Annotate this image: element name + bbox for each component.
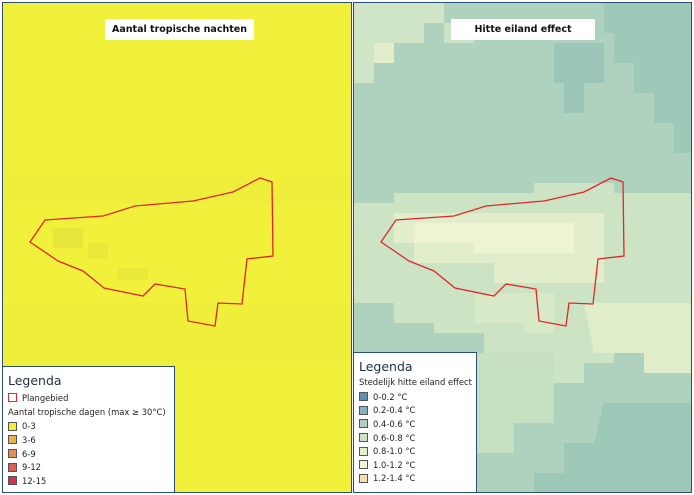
legend-label: 0-0.2 °C [373,391,408,402]
legend-label: 0.4-0.6 °C [373,418,416,429]
building-shadow [88,243,108,258]
legend-tropical-nights: Legenda Plangebied Aantal tropische dage… [3,366,175,492]
legend-label: 1.2-1.4 °C [373,473,416,484]
map-canvas-heat-island[interactable] [354,3,692,493]
map-panel-tropical-nights[interactable]: Aantal tropische nachten Legenda Plangeb… [2,2,352,493]
legend-subtitle: Stedelijk hitte eiland effect [359,377,472,387]
building-shadow [118,268,148,280]
map-title: Aantal tropische nachten [105,19,254,40]
legend-item: 0-0.2 °C [358,390,472,404]
legend-swatch [359,473,368,483]
legend-item: 12-15 [7,474,170,488]
raster-zone [534,403,691,492]
legend-item: 0.2-0.4 °C [358,404,472,418]
legend-item: 0-3 [7,420,170,434]
legend-swatch [8,449,17,459]
legend-label: 1.0-1.2 °C [373,459,416,470]
legend-swatch [8,476,17,486]
legend-heat-island: Legenda Stedelijk hitte eiland effect 0-… [354,352,477,492]
legend-swatch [359,419,368,429]
legend-swatch [359,433,368,443]
legend-swatch [359,405,368,415]
legend-label: 0.6-0.8 °C [373,432,416,443]
raster-zone [584,303,691,373]
legend-item: 1.0-1.2 °C [358,458,472,472]
legend-item: 3-6 [7,433,170,447]
legend-swatch [359,460,368,470]
legend-item: 0.6-0.8 °C [358,431,472,445]
legend-label: 12-15 [22,475,47,486]
raster-zone [604,3,691,153]
legend-label: 9-12 [22,462,42,473]
legend-title: Legenda [8,373,62,388]
raster-band [3,173,351,203]
plangebied-swatch [8,393,17,403]
legend-swatch [8,462,17,472]
legend-item: 0.4-0.6 °C [358,417,472,431]
raster-zone [414,223,574,253]
legend-label: 6-9 [22,448,36,459]
legend-swatch [8,435,17,445]
plangebied-outline[interactable] [29,177,274,327]
legend-subtitle: Aantal tropische dagen (max ≥ 30°C) [8,406,166,417]
raster-zone [477,353,554,453]
raster-zone [554,43,604,113]
legend-swatch [8,421,17,431]
legend-label: 0-3 [22,421,36,432]
legend-swatch [359,392,368,402]
map-title: Hitte eiland effect [451,19,595,40]
legend-item: 6-9 [7,447,170,461]
legend-item-plangebied: Plangebied [7,391,170,405]
legend-label: Plangebied [22,392,69,403]
legend-label: 0.2-0.4 °C [373,405,416,416]
raster-zone [474,293,554,333]
legend-label: 3-6 [22,434,36,445]
legend-item: 0.8-1.0 °C [358,444,472,458]
legend-item: 1.2-1.4 °C [358,472,472,486]
legend-swatch [359,446,368,456]
building-shadow [53,228,83,248]
legend-title: Legenda [359,359,413,374]
plangebied-outline[interactable] [380,177,625,327]
raster-zone [374,43,394,63]
raster-band [3,303,351,363]
legend-label: 0.8-1.0 °C [373,446,416,457]
legend-item: 9-12 [7,460,170,474]
map-panel-heat-island[interactable]: Hitte eiland effect Legenda Stedelijk hi… [353,2,692,493]
